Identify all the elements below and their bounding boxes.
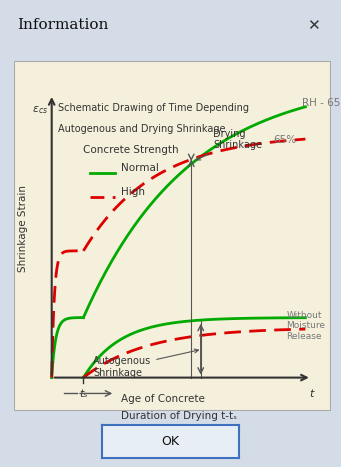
Text: Shrinkage Strain: Shrinkage Strain (18, 185, 28, 272)
Text: OK: OK (162, 435, 179, 448)
Text: 65%: 65% (274, 135, 297, 145)
Text: Without
Moisture
Release: Without Moisture Release (286, 311, 325, 341)
Text: tₛ: tₛ (79, 389, 88, 399)
Text: Age of Concrete: Age of Concrete (121, 394, 205, 404)
Text: Autogenous and Drying Shrinkage: Autogenous and Drying Shrinkage (58, 124, 225, 134)
Text: $\varepsilon_{cs}$: $\varepsilon_{cs}$ (32, 104, 48, 116)
Text: t: t (310, 389, 314, 399)
Text: High: High (121, 187, 146, 197)
Text: Duration of Drying t-tₛ: Duration of Drying t-tₛ (121, 411, 237, 421)
Text: Normal: Normal (121, 163, 159, 172)
Text: Schematic Drawing of Time Depending: Schematic Drawing of Time Depending (58, 103, 249, 113)
Text: Autogenous
Shrinkage: Autogenous Shrinkage (93, 349, 198, 378)
Text: Information: Information (17, 18, 108, 32)
Text: ✕: ✕ (307, 18, 320, 33)
Text: Drying
Shrinkage: Drying Shrinkage (196, 129, 263, 160)
Text: Concrete Strength: Concrete Strength (84, 145, 179, 155)
Text: RH - 65%: RH - 65% (302, 98, 341, 108)
